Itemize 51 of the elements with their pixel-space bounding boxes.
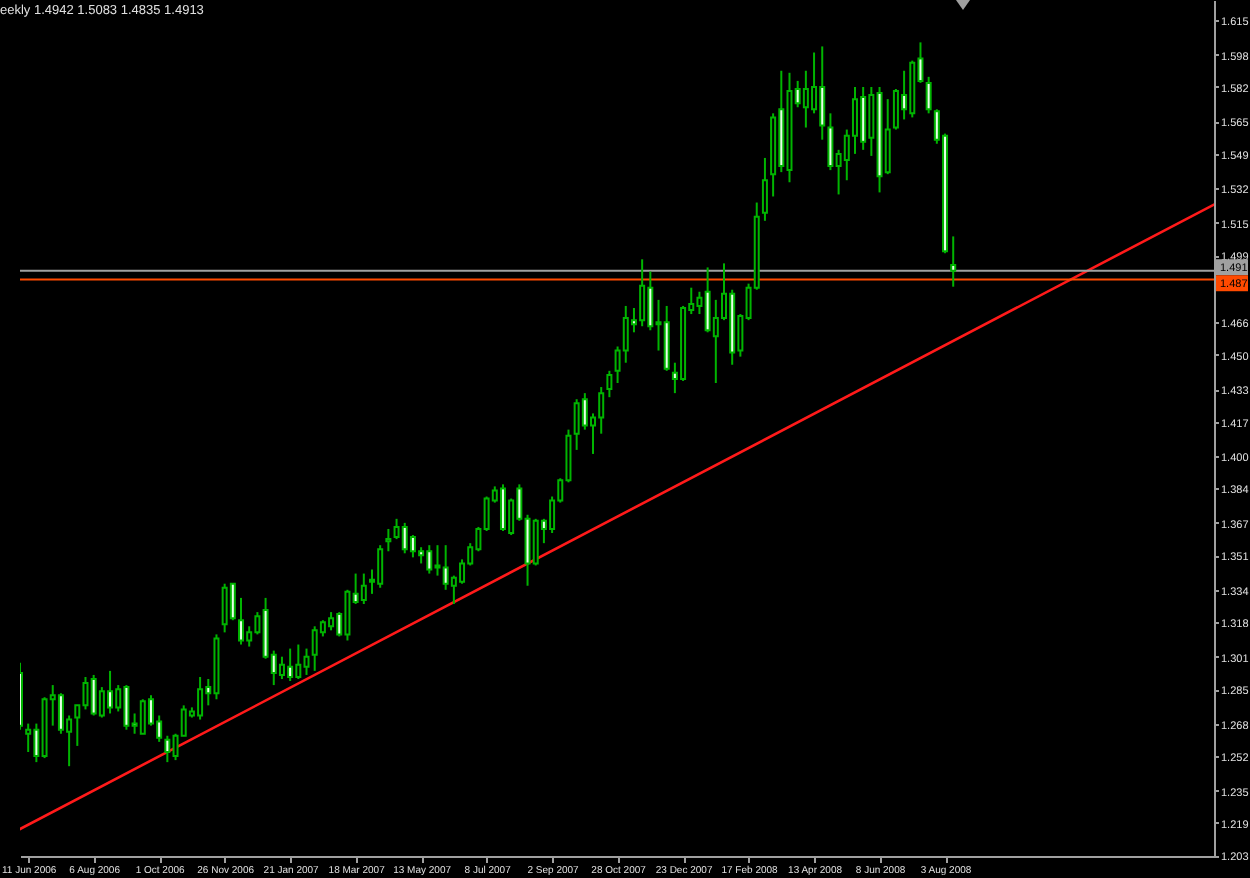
candlestick [197,675,204,721]
candlestick [647,270,654,332]
candlestick [344,588,351,642]
candlestick [123,684,130,731]
candlestick [892,88,899,131]
candlestick [761,156,768,222]
candlestick [950,235,957,288]
candlestick [884,98,891,176]
candlestick [139,698,146,735]
candlestick [278,655,285,680]
candlestick [328,611,335,632]
candlestick [377,544,384,589]
candlestick [499,483,506,532]
candlestick [98,686,105,719]
candlestick [311,625,318,672]
candlestick [901,69,908,121]
candlestick [360,572,367,605]
candlestick [57,692,64,735]
candlestick [82,675,89,711]
candlestick [860,85,867,151]
candlestick [401,521,408,555]
candlestick [663,304,670,372]
candlestick [90,673,97,717]
candlestick [573,398,580,451]
candlestick [295,643,302,680]
candlestick [598,386,605,435]
candlestick [107,669,114,715]
candlestick [827,112,834,172]
candlestick [229,582,236,622]
candlestick [238,596,245,646]
candlestick [442,544,449,591]
candlestick [704,266,711,334]
candlestick [622,304,629,364]
candlestick [606,369,613,399]
candlestick [581,392,588,431]
candlestick [25,722,32,753]
candlestick [851,85,858,155]
candlestick [802,69,809,129]
candlestick [434,544,441,577]
candlestick [925,75,932,115]
candlestick [303,647,310,676]
candlestick [819,45,826,141]
candlestick [426,544,433,575]
candlestick [532,517,539,567]
candlestick [385,527,392,553]
candlestick [409,534,416,559]
candlestick [639,258,646,328]
candlestick [712,298,719,384]
candlestick [164,734,171,764]
candlestick [221,582,228,634]
candlestick [287,647,294,683]
